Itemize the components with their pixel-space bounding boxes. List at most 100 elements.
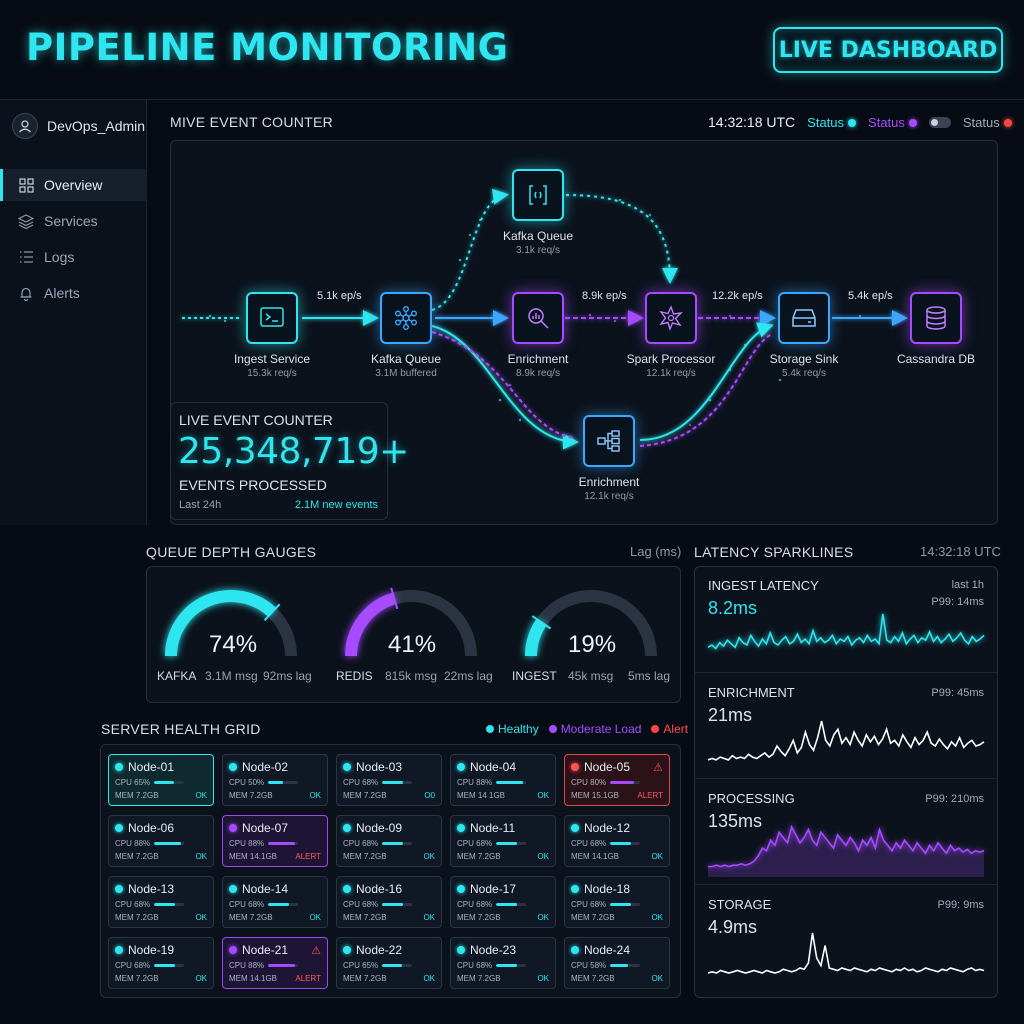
- sparkline-chart: [707, 613, 985, 650]
- node-name: Node-23: [470, 943, 517, 957]
- status-dot: [115, 885, 123, 893]
- node-status: OK: [309, 912, 321, 922]
- node-name: Node-24: [584, 943, 631, 957]
- server-node-card[interactable]: Node-06 CPU 88% MEM 7.2GB OK: [108, 815, 214, 867]
- server-node-card[interactable]: Node-14 CPU 68% MEM 7.2GB OK: [222, 876, 328, 928]
- sidebar-item-services[interactable]: Services: [0, 205, 147, 237]
- server-node-card[interactable]: Node-12 CPU 68% MEM 14.1GB OK: [564, 815, 670, 867]
- server-node-card[interactable]: Node-04 CPU 88% MEM 14 1GB OK: [450, 754, 556, 806]
- node-mem: MEM 7.2GB: [457, 912, 501, 922]
- node-mem: MEM 7.2GB: [343, 790, 387, 800]
- node-cpu: CPU 68%: [457, 960, 493, 970]
- sparkline-card[interactable]: ENRICHMENT 21ms P99: 45ms: [694, 672, 998, 778]
- node-name: Node-17: [470, 882, 517, 896]
- layers-icon: [18, 213, 34, 229]
- sparkline-title: ENRICHMENT: [708, 685, 795, 700]
- cpu-bar-fill: [382, 963, 402, 967]
- enrichment-bottom-node[interactable]: [583, 415, 635, 467]
- terminal-icon: [260, 307, 284, 327]
- counter-new-events: 2.1M new events: [294, 499, 378, 511]
- node-sub: 3.1M buffered: [375, 368, 437, 379]
- server-node-card[interactable]: Node-13 CPU 68% MEM 7.2GB OK: [108, 876, 214, 928]
- kafka-queue-top-node[interactable]: [512, 169, 564, 221]
- sparkline-card[interactable]: STORAGE 4.9ms P99: 9ms: [694, 884, 998, 990]
- node-mem: MEM 7.2GB: [571, 912, 615, 922]
- cpu-bar-fill: [268, 841, 295, 845]
- sparkline-value: 135ms: [708, 811, 763, 831]
- status-toggle[interactable]: [928, 116, 951, 128]
- status-dot: [457, 946, 465, 954]
- sparkline-line: [707, 932, 985, 974]
- status-dot: [457, 824, 465, 832]
- server-node-card[interactable]: Node-05 ⚠ CPU 80% MEM 15.1GB ALERT: [564, 754, 670, 806]
- node-status: OK: [537, 851, 549, 861]
- node-mem: MEM 7.2GB: [343, 973, 387, 983]
- node-status: OK: [651, 912, 663, 922]
- server-node-card[interactable]: Node-01 CPU 65% MEM 7.2GB OK: [108, 754, 214, 806]
- server-node-card[interactable]: Node-22 CPU 65% MEM 7.2GB OK: [336, 937, 442, 989]
- server-node-card[interactable]: Node-18 CPU 68% MEM 7.2GB OK: [564, 876, 670, 928]
- sidebar-item-alerts[interactable]: Alerts: [0, 277, 147, 309]
- sparkline-value: 4.9ms: [708, 917, 758, 937]
- sidebar-item-logs[interactable]: Logs: [0, 241, 147, 273]
- gauge-lag: 92ms lag: [263, 669, 312, 683]
- kafka-queue-node[interactable]: [380, 292, 432, 344]
- node-cpu: CPU 65%: [343, 960, 379, 970]
- status-dot: [115, 946, 123, 954]
- cpu-bar: [268, 841, 299, 845]
- status-dot: [115, 763, 123, 771]
- cpu-bar: [610, 841, 641, 845]
- storage-sink-node[interactable]: [778, 292, 830, 344]
- node-mem: MEM 7.2GB: [343, 912, 387, 922]
- live-dashboard-button[interactable]: LIVE DASHBOARD: [773, 27, 1003, 73]
- gauge-needle: [531, 615, 552, 630]
- cpu-bar-fill: [496, 780, 523, 784]
- cassandra-db-node[interactable]: [910, 292, 962, 344]
- sparkline-card[interactable]: PROCESSING 135ms P99: 210ms: [694, 778, 998, 884]
- gauge-fill: [525, 618, 547, 657]
- server-node-card[interactable]: Node-19 CPU 68% MEM 7.2GB OK: [108, 937, 214, 989]
- ingest-service-node[interactable]: [246, 292, 298, 344]
- grid-icon: [18, 177, 34, 193]
- server-node-card[interactable]: Node-16 CPU 68% MEM 7.2GB OK: [336, 876, 442, 928]
- user-profile[interactable]: DevOps_Admin: [12, 113, 145, 139]
- gauge-msg: 3.1M msg: [205, 669, 258, 683]
- server-node-card[interactable]: Node-24 CPU 58% MEM 7.2GB OK: [564, 937, 670, 989]
- node-mem: MEM 7.2GB: [343, 851, 387, 861]
- server-node-card[interactable]: Node-11 CPU 68% MEM 7.2GB OK: [450, 815, 556, 867]
- server-node-card[interactable]: Node-17 CPU 68% MEM 7.2GB OK: [450, 876, 556, 928]
- gauge-name: INGEST: [512, 669, 557, 683]
- sidebar-item-overview[interactable]: Overview: [0, 169, 147, 201]
- cpu-bar: [382, 902, 413, 906]
- gauge-name: REDIS: [336, 669, 373, 683]
- counter-title: LIVE EVENT COUNTER: [179, 412, 333, 428]
- server-node-card[interactable]: Node-21 ⚠ CPU 88% MEM 14.1GB ALERT: [222, 937, 328, 989]
- node-sub: 12.1k req/s: [646, 368, 696, 379]
- server-node-card[interactable]: Node-09 CPU 68% MEM 7.2GB OK: [336, 815, 442, 867]
- flow-edge: [565, 194, 678, 284]
- enrichment-node[interactable]: [512, 292, 564, 344]
- server-node-card[interactable]: Node-07 CPU 88% MEM 14.1GB ALERT: [222, 815, 328, 867]
- legend-healthy: Healthy: [486, 722, 539, 736]
- server-node-card[interactable]: Node-02 CPU 50% MEM 7.2GB OK: [222, 754, 328, 806]
- queue-gauges: [165, 587, 657, 657]
- node-mem: MEM 7.2GB: [115, 912, 159, 922]
- server-node-card[interactable]: Node-23 CPU 68% MEM 7.2GB OK: [450, 937, 556, 989]
- node-cpu: CPU 80%: [571, 777, 607, 787]
- sparkline-p99: P99: 9ms: [937, 899, 984, 911]
- node-status: OK: [195, 973, 207, 983]
- node-name: Node-21: [242, 943, 289, 957]
- gauge-percent: 41%: [388, 631, 437, 658]
- cpu-bar-fill: [268, 902, 289, 906]
- server-node-card[interactable]: Node-03 CPU 68% MEM 7.2GB O0: [336, 754, 442, 806]
- queue-unit: Lag (ms): [630, 544, 682, 559]
- cpu-bar: [154, 841, 185, 845]
- node-status: ALERT: [295, 973, 321, 983]
- node-status: OK: [195, 912, 207, 922]
- sidebar-item-label: Services: [44, 213, 98, 229]
- spark-processor-node[interactable]: [645, 292, 697, 344]
- node-name: Node-01: [128, 760, 175, 774]
- sparkline-card[interactable]: INGEST LATENCY 8.2ms last 1h P99: 14ms: [694, 566, 998, 672]
- cpu-bar-fill: [610, 841, 631, 845]
- status-moderate: Status: [868, 115, 917, 130]
